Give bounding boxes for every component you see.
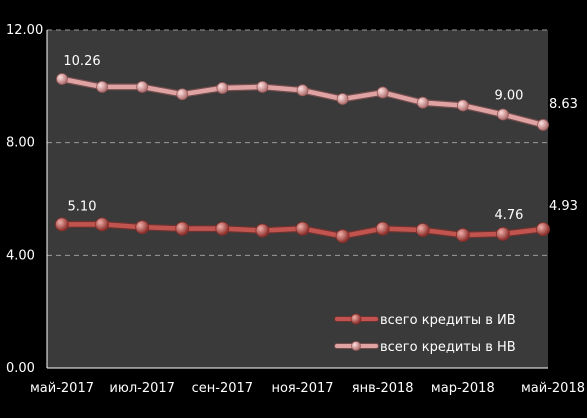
data-point [175,221,190,236]
data-point [456,99,469,112]
data-label: 4.93 [549,199,578,214]
x-tick-label: май-2018 [521,381,585,396]
data-point [55,217,69,232]
series-group [55,73,550,244]
x-tick-label: мар-2018 [431,381,495,396]
data-point [496,227,510,241]
data-point [336,93,349,105]
data-point [56,73,68,85]
data-point [376,86,389,99]
data-point [255,223,270,238]
data-point [537,119,549,131]
data-point [335,229,350,244]
legend-label: всего кредиты в НВ [380,340,516,355]
series-iv [55,217,550,244]
legend: всего кредиты в ИВ всего кредиты в НВ [334,313,516,355]
legend-marker [351,341,361,351]
data-point [95,217,109,232]
data-point [295,221,310,236]
data-point [136,80,149,93]
y-tick-label: 12.00 [6,23,43,38]
y-tick-label: 8.00 [6,136,35,151]
x-tick-label: май-2017 [30,381,94,396]
y-tick-label: 0.00 [6,361,35,376]
data-point [216,82,229,94]
data-point [215,221,230,236]
data-label: 4.76 [494,208,523,223]
legend-item: всего кредиты в ИВ [334,313,516,328]
data-point [497,108,509,121]
x-tick-label: сен-2017 [192,381,253,396]
x-tick-label: ноя-2017 [271,381,333,396]
data-label: 8.63 [549,97,578,112]
x-tick-label: янв-2018 [352,381,414,396]
data-point [296,84,309,97]
data-point [455,228,470,242]
data-point [416,96,429,109]
axes: 0.00 4.00 8.00 12.00 май-2017 июл-2017 сен-201… [6,23,585,396]
data-label: 10.26 [63,54,100,69]
x-tick-label: июл-2017 [109,381,174,396]
data-point [256,80,269,93]
y-tick-label: 4.00 [6,248,35,263]
data-label: 5.10 [68,199,97,214]
data-point [375,221,390,236]
gridlines [47,29,548,256]
series-nv [56,73,549,131]
legend-item: всего кредиты в НВ [334,340,516,355]
legend-label: всего кредиты в ИВ [380,313,516,328]
data-point [536,222,550,237]
data-point [96,80,108,93]
data-point [415,223,430,237]
data-point [135,220,150,235]
legend-marker [350,313,362,325]
data-point [176,88,189,101]
data-label: 9.00 [494,89,523,104]
data-labels: 5.10 4.76 4.93 10.26 9.00 8.63 [63,54,578,223]
